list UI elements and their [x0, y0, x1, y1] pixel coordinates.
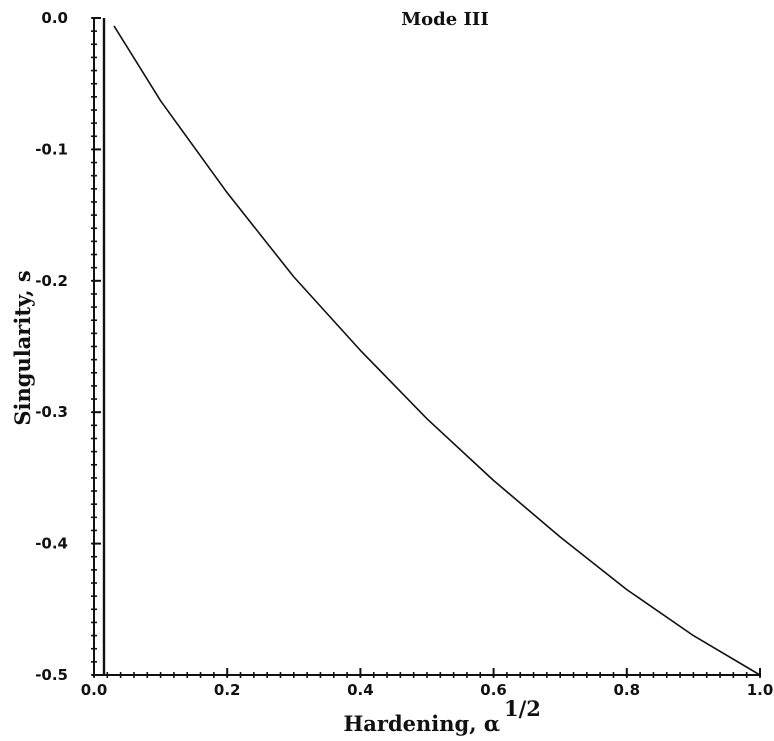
y-tick-label: -0.3	[35, 403, 68, 421]
x-tick-label: 0.2	[214, 681, 241, 699]
x-tick-label: 0.6	[480, 681, 507, 699]
y-tick-label: -0.2	[35, 272, 68, 290]
x-tick-label: 0.8	[614, 681, 641, 699]
ticks: 0.0 0.2 0.4 0.6 0.8 1.0 0.0 -0.1 -0.2 -0.3 -0.4 -0.…	[35, 9, 773, 699]
y-tick-label: 0.0	[41, 9, 68, 27]
y-tick-label: -0.4	[35, 535, 68, 553]
x-tick-label: 1.0	[747, 681, 774, 699]
x-axis-title-exponent: 1/2	[504, 696, 541, 721]
chart-title: Mode III	[401, 9, 489, 30]
x-axis-title: Hardening, α	[343, 711, 500, 736]
y-tick-label: -0.1	[35, 140, 68, 158]
series-line	[113, 25, 761, 676]
x-tick-label: 0.4	[347, 681, 374, 699]
series-layer	[102, 18, 761, 676]
y-tick-label: -0.5	[35, 666, 68, 684]
x-tick-label: 0.0	[81, 681, 108, 699]
axes	[93, 18, 760, 676]
y-axis-title: Singularity, s	[10, 270, 35, 425]
